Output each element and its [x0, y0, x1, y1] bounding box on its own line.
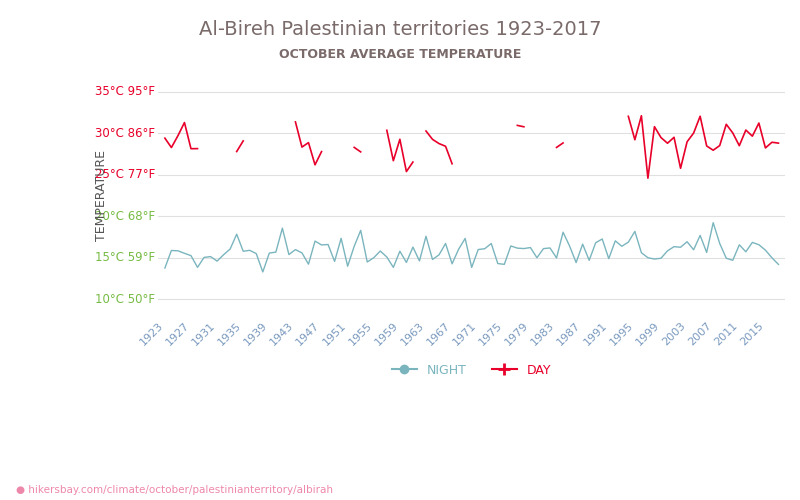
Text: TEMPERATURE: TEMPERATURE — [95, 150, 109, 241]
Text: 15°C 59°F: 15°C 59°F — [95, 251, 155, 264]
Text: OCTOBER AVERAGE TEMPERATURE: OCTOBER AVERAGE TEMPERATURE — [279, 48, 521, 60]
Text: 30°C 86°F: 30°C 86°F — [95, 126, 155, 140]
Text: 20°C 68°F: 20°C 68°F — [95, 210, 155, 222]
Text: ● hikersbay.com/climate/october/palestinianterritory/albirah: ● hikersbay.com/climate/october/palestin… — [16, 485, 333, 495]
Text: 25°C 77°F: 25°C 77°F — [95, 168, 155, 181]
Text: 10°C 50°F: 10°C 50°F — [95, 292, 155, 306]
Text: 35°C 95°F: 35°C 95°F — [95, 85, 155, 98]
Text: Al-Bireh Palestinian territories 1923-2017: Al-Bireh Palestinian territories 1923-20… — [198, 20, 602, 39]
Legend: NIGHT, DAY: NIGHT, DAY — [387, 358, 556, 382]
